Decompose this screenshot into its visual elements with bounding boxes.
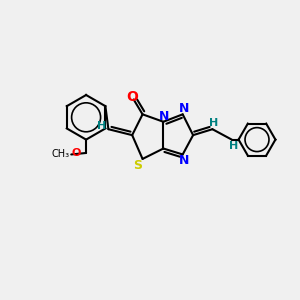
Text: S: S <box>134 159 142 172</box>
Text: O: O <box>126 90 138 104</box>
Text: CH₃: CH₃ <box>52 149 70 160</box>
Text: N: N <box>179 154 189 167</box>
Text: N: N <box>159 110 169 123</box>
Text: O: O <box>71 148 81 158</box>
Text: H: H <box>209 118 218 128</box>
Text: H: H <box>229 141 238 151</box>
Text: H: H <box>97 121 106 130</box>
Text: N: N <box>179 103 189 116</box>
